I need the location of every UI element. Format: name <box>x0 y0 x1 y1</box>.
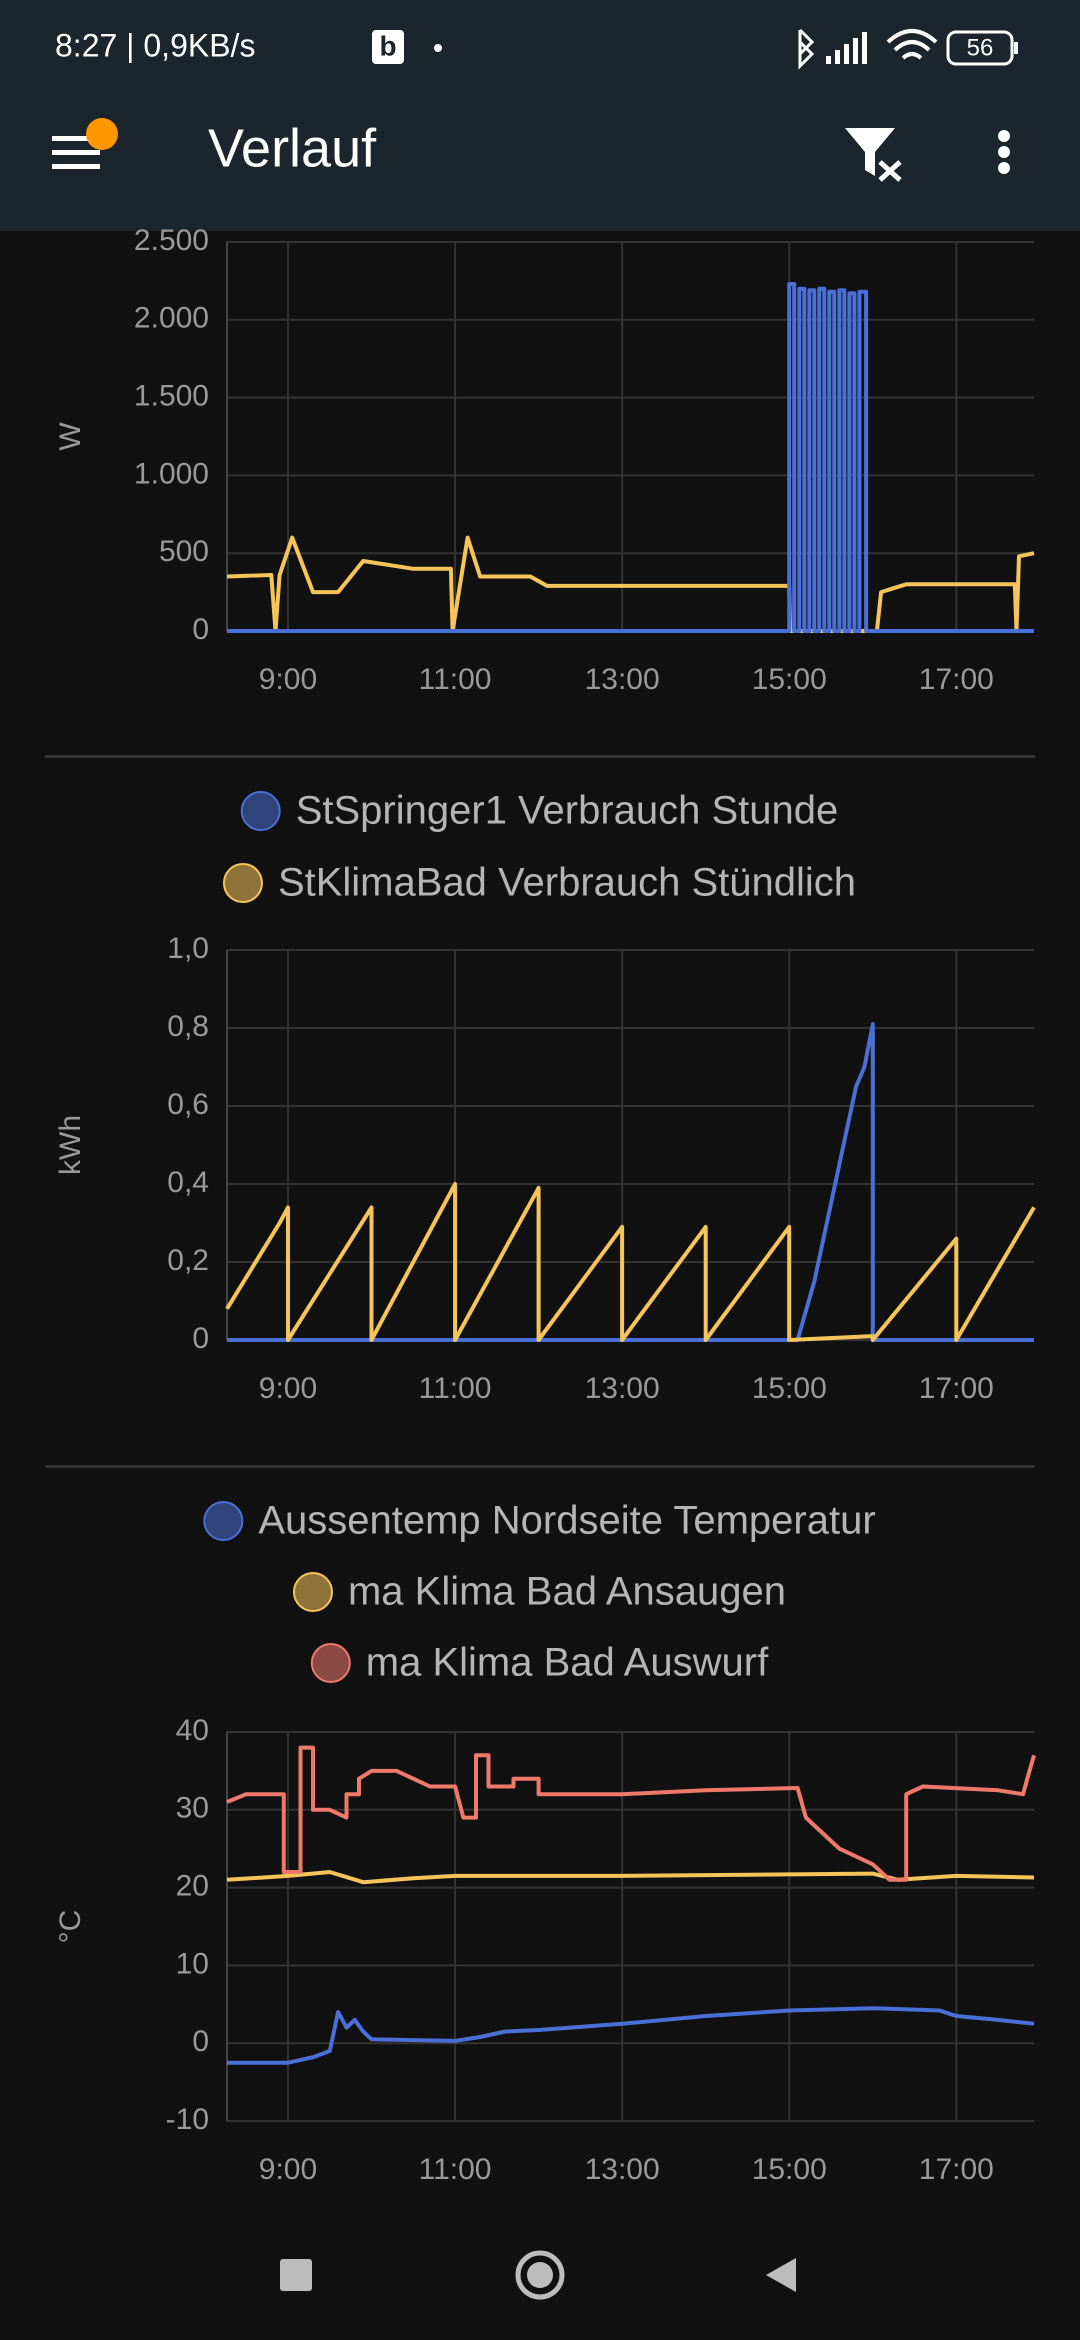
legend-item: ma Klima Bad Auswurf <box>310 1641 769 1685</box>
series-line <box>225 1182 1036 1342</box>
x-tick-label: 11:00 <box>419 1372 492 1405</box>
y-tick-label: 0,6 <box>167 1088 209 1121</box>
legend-swatch <box>310 1643 351 1683</box>
legend-item: ma Klima Bad Ansaugen <box>292 1570 786 1614</box>
y-tick-label: 0 <box>192 2025 209 2058</box>
battery-tip <box>1014 42 1018 54</box>
x-tick-label: 15:00 <box>752 663 827 696</box>
legend-item: Aussentemp Nordseite Temperatur <box>203 1499 876 1543</box>
battery-level: 56 <box>967 34 994 61</box>
menu-bar <box>52 150 100 155</box>
y-axis-label: °C <box>54 1910 87 1944</box>
y-tick-label: 0,4 <box>167 1166 209 1199</box>
more-dot <box>998 146 1010 158</box>
y-tick-label: 0,8 <box>167 1010 209 1043</box>
legend-label: Aussentemp Nordseite Temperatur <box>258 1499 875 1543</box>
legend-item: StKlimaBad Verbrauch Stündlich <box>222 861 856 905</box>
status-badge: b <box>379 30 396 61</box>
menu-bar <box>52 164 100 169</box>
menu-button[interactable] <box>52 118 118 169</box>
x-tick-label: 13:00 <box>585 1372 660 1405</box>
nav-home-ring <box>515 2250 565 2300</box>
nav-recents[interactable] <box>280 2259 312 2291</box>
x-tick-label: 15:00 <box>752 1372 827 1405</box>
legend-label: StKlimaBad Verbrauch Stündlich <box>278 861 856 905</box>
nav-back[interactable] <box>766 2258 796 2292</box>
legend-swatch <box>203 1501 244 1541</box>
status-dot <box>434 44 442 52</box>
status-time: 8:27 | 0,9KB/s <box>55 27 255 63</box>
legend-item: StSpringer1 Verbrauch Stunde <box>240 789 839 833</box>
more-dot <box>998 162 1010 174</box>
x-tick-label: 17:00 <box>919 1372 994 1405</box>
x-tick-label: 13:00 <box>585 2153 660 2186</box>
series-line <box>227 282 1034 633</box>
menu-bar <box>52 136 100 141</box>
y-axis-label: W <box>54 422 87 451</box>
y-tick-label: -10 <box>166 2103 209 2136</box>
y-tick-label: 500 <box>159 535 209 568</box>
y-tick-label: 2.500 <box>134 224 209 257</box>
x-tick-label: 15:00 <box>752 2153 827 2186</box>
status-badge-box <box>372 30 404 64</box>
filter-clear-button[interactable] <box>845 128 902 182</box>
bluetooth-icon <box>798 28 815 70</box>
filter-icon <box>845 128 895 176</box>
y-tick-label: 20 <box>176 1870 209 1903</box>
x-tick-label: 17:00 <box>919 2153 994 2186</box>
y-tick-label: 10 <box>176 1947 209 1980</box>
notification-dot <box>86 118 118 150</box>
x-tick-label: 13:00 <box>585 663 660 696</box>
x-tick-label: 11:00 <box>419 2153 492 2186</box>
x-tick-label: 9:00 <box>259 2153 317 2186</box>
y-axis-label: kWh <box>54 1115 87 1175</box>
more-button[interactable] <box>998 130 1010 174</box>
y-tick-label: 40 <box>176 1714 209 1747</box>
y-tick-label: 0 <box>192 613 209 646</box>
x-tick-label: 11:00 <box>419 663 492 696</box>
app-header <box>0 0 1080 231</box>
nav-home-dot <box>527 2262 553 2288</box>
y-tick-label: 0,2 <box>167 1244 209 1277</box>
legend-swatch <box>292 1572 333 1612</box>
series-line <box>226 1745 1036 1882</box>
series-line <box>227 2006 1035 2065</box>
nav-home[interactable] <box>515 2250 565 2300</box>
clear-icon <box>878 160 902 182</box>
x-tick-label: 9:00 <box>259 1372 317 1405</box>
x-tick-label: 9:00 <box>259 663 317 696</box>
separator <box>45 755 1035 758</box>
y-tick-label: 1,0 <box>167 932 209 965</box>
legend-label: StSpringer1 Verbrauch Stunde <box>296 789 839 833</box>
legend-label: ma Klima Bad Ansaugen <box>348 1570 786 1614</box>
legend-swatch <box>222 863 263 903</box>
separator <box>45 1465 1035 1468</box>
y-tick-label: 1.000 <box>134 457 209 490</box>
series-line <box>226 1870 1035 1885</box>
y-tick-label: 0 <box>192 1322 209 1355</box>
series-line <box>226 535 1035 633</box>
series-line <box>227 1022 1034 1342</box>
app-title: Verlauf <box>208 118 377 178</box>
y-tick-label: 2.000 <box>134 302 209 335</box>
battery-icon <box>946 30 1014 66</box>
legend-swatch <box>240 791 281 831</box>
x-tick-label: 17:00 <box>919 663 994 696</box>
more-dot <box>998 130 1010 142</box>
y-tick-label: 30 <box>176 1792 209 1825</box>
wifi-icon <box>886 29 938 60</box>
legend-label: ma Klima Bad Auswurf <box>366 1641 769 1685</box>
signal-icon <box>826 32 867 64</box>
y-tick-label: 1.500 <box>134 380 209 413</box>
